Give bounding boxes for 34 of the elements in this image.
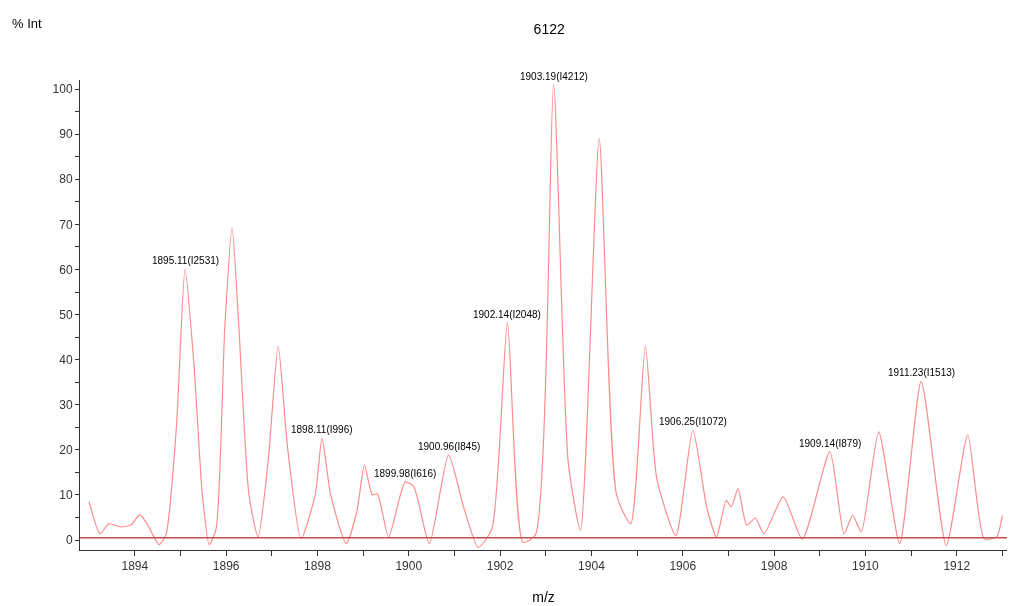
x-tick-label: 1898 <box>304 559 332 574</box>
annotation: 1899.98(I616) <box>374 468 437 479</box>
x-tick-label: 1902 <box>486 559 514 574</box>
y-tick-label: 80 <box>59 172 73 187</box>
annotation: 1911.23(I1513) <box>888 367 956 378</box>
y-tick-label: 20 <box>59 443 73 458</box>
y-tick-label: 70 <box>59 217 73 232</box>
x-tick-label: 1900 <box>395 559 423 574</box>
annotation: 1895.11(I2531) <box>152 255 220 266</box>
y-tick-label: 40 <box>59 352 73 367</box>
annotation: 1903.19(I4212) <box>520 71 588 82</box>
x-tick-label: 1904 <box>578 559 606 574</box>
x-tick-label: 1906 <box>669 559 697 574</box>
x-tick-label: 1894 <box>121 559 149 574</box>
x-tick-label: 1912 <box>943 559 971 574</box>
y-tick-label: 100 <box>52 82 73 97</box>
y-axis-title: % Int <box>12 16 43 31</box>
y-tick-label: 10 <box>59 488 73 503</box>
x-tick-label: 1910 <box>852 559 880 574</box>
x-tick-label: 1896 <box>212 559 240 574</box>
x-tick-label: 1908 <box>760 559 788 574</box>
line-series <box>88 83 1004 548</box>
x-axis-title: m/z <box>532 589 555 605</box>
y-tick-label: 90 <box>59 127 73 142</box>
chart-title: 6122 <box>533 21 565 38</box>
annotation: 1898.11(I996) <box>291 424 353 435</box>
y-tick-label: 0 <box>65 533 73 548</box>
annotation: 1902.14(I2048) <box>473 309 541 320</box>
y-tick-label: 60 <box>59 262 73 277</box>
y-tick-label: 50 <box>59 307 73 322</box>
y-tick-label: 30 <box>59 397 73 412</box>
annotation: 1900.96(I845) <box>418 441 481 452</box>
annotation: 1906.25(I1072) <box>659 416 727 427</box>
annotation: 1909.14(I879) <box>799 438 862 449</box>
